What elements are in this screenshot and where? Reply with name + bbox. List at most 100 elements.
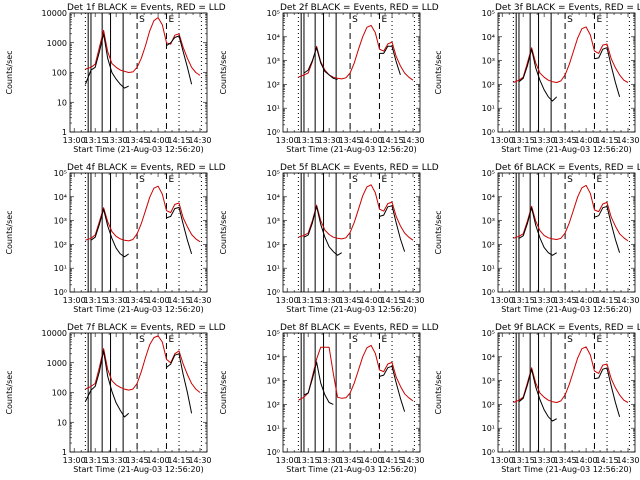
x-axis-label: Start Time (21-Aug-03 12:56:20) xyxy=(501,465,632,474)
y-axis-label: Counts/sec xyxy=(434,210,443,254)
x-tick-label: 13:30 xyxy=(533,296,556,305)
y-axis-label: Counts/sec xyxy=(434,50,443,94)
y-tick-label: 10⁵ xyxy=(482,9,495,18)
x-tick-label: 14:30 xyxy=(401,136,424,145)
x-tick-label: 13:45 xyxy=(126,136,149,145)
saa-start-label: S xyxy=(567,175,573,185)
x-tick-label: 14:00 xyxy=(147,456,170,465)
saa-end-label: E xyxy=(381,15,387,25)
x-tick-label: 14:00 xyxy=(575,456,598,465)
detector-panel-7: Det 7f BLACK = Events, RED = LLD 1 10 100 10… xyxy=(5,323,226,474)
y-tick-label: 10⁴ xyxy=(267,353,280,362)
x-tick-label: 13:15 xyxy=(512,456,535,465)
x-tick-label: 14:15 xyxy=(596,136,619,145)
x-tick-label: 14:30 xyxy=(401,456,424,465)
x-tick-label: 14:15 xyxy=(381,296,404,305)
plot-frame xyxy=(497,172,636,293)
detector-panel-3: Det 3f BLACK = Events, RED = LLD 10⁰ 10¹ 10… xyxy=(434,3,640,154)
y-tick-label: 10⁵ xyxy=(482,329,495,338)
y-tick-label: 10² xyxy=(267,400,280,409)
y-tick-label: 10² xyxy=(482,240,495,249)
x-axis-label: Start Time (21-Aug-03 12:56:20) xyxy=(501,145,632,154)
y-tick-label: 10⁰ xyxy=(54,288,67,297)
x-tick-label: 13:30 xyxy=(533,456,556,465)
saa-start-label: S xyxy=(567,15,573,25)
x-tick-label: 13:00 xyxy=(63,456,86,465)
y-tick-label: 10¹ xyxy=(267,424,280,433)
x-tick-label: 13:45 xyxy=(126,456,149,465)
saa-start-label: S xyxy=(139,335,145,345)
detector-panel-1: Det 1f BLACK = Events, RED = LLD 1 10 100 10… xyxy=(5,3,226,154)
x-axis-label: Start Time (21-Aug-03 12:56:20) xyxy=(286,145,417,154)
plot-frame xyxy=(282,12,421,133)
y-tick-label: 10² xyxy=(267,80,280,89)
x-tick-label: 13:00 xyxy=(491,136,514,145)
y-tick-label: 10⁰ xyxy=(267,448,280,457)
lld-series-line xyxy=(85,185,201,243)
y-tick-label: 10² xyxy=(482,80,495,89)
lld-series-line xyxy=(298,184,414,241)
x-tick-label: 13:00 xyxy=(63,296,86,305)
x-tick-label: 13:30 xyxy=(105,136,128,145)
y-tick-label: 10⁰ xyxy=(482,448,495,457)
y-tick-label: 10¹ xyxy=(54,264,67,273)
y-tick-label: 10⁵ xyxy=(482,169,495,178)
x-tick-label: 13:00 xyxy=(276,296,299,305)
y-tick-label: 10⁰ xyxy=(482,288,495,297)
saa-start-label: S xyxy=(567,335,573,345)
y-tick-label: 10² xyxy=(54,240,67,249)
panel-title: Det 9f BLACK = Events, RED = LLD xyxy=(495,323,640,333)
y-tick-label: 10⁰ xyxy=(267,288,280,297)
saa-end-label: E xyxy=(381,335,387,345)
x-tick-label: 14:00 xyxy=(147,296,170,305)
y-axis-label: Counts/sec xyxy=(219,210,228,254)
x-axis-label: Start Time (21-Aug-03 12:56:20) xyxy=(73,145,204,154)
lld-series-line xyxy=(513,26,629,83)
y-tick-label: 10⁵ xyxy=(267,169,280,178)
lld-series-line xyxy=(513,346,629,403)
y-tick-label: 10¹ xyxy=(482,264,495,273)
x-tick-label: 13:30 xyxy=(318,296,341,305)
saa-end-label: E xyxy=(168,335,174,345)
saa-end-label: E xyxy=(168,175,174,185)
x-tick-label: 13:00 xyxy=(276,136,299,145)
x-axis-label: Start Time (21-Aug-03 12:56:20) xyxy=(501,305,632,314)
plot-frame xyxy=(282,172,421,293)
lld-series-line xyxy=(298,344,414,402)
y-tick-label: 10⁵ xyxy=(267,9,280,18)
x-tick-label: 13:00 xyxy=(491,296,514,305)
y-tick-label: 100 xyxy=(52,389,67,398)
x-tick-label: 13:30 xyxy=(533,136,556,145)
events-series-line xyxy=(518,47,621,102)
y-tick-label: 10⁴ xyxy=(482,33,495,42)
y-tick-label: 10² xyxy=(267,240,280,249)
saa-start-label: S xyxy=(352,15,358,25)
events-series-line xyxy=(303,205,406,256)
detector-panel-4: Det 4f BLACK = Events, RED = LLD 10⁰ 10¹ 10… xyxy=(5,163,226,314)
y-tick-label: 100 xyxy=(52,69,67,78)
x-axis-label: Start Time (21-Aug-03 12:56:20) xyxy=(286,305,417,314)
y-tick-label: 10000 xyxy=(42,329,67,338)
x-tick-label: 14:15 xyxy=(381,456,404,465)
saa-end-label: E xyxy=(168,15,174,25)
plot-frame xyxy=(282,332,421,453)
x-tick-label: 14:30 xyxy=(616,296,639,305)
lld-series-line xyxy=(85,335,201,393)
x-tick-label: 14:15 xyxy=(168,296,191,305)
y-tick-label: 10⁵ xyxy=(267,329,280,338)
y-tick-label: 10⁴ xyxy=(267,193,280,202)
y-tick-label: 10³ xyxy=(482,57,495,66)
detector-panel-5: Det 5f BLACK = Events, RED = LLD 10⁰ 10¹ 10… xyxy=(219,163,439,314)
x-tick-label: 14:00 xyxy=(360,456,383,465)
saa-start-label: S xyxy=(139,15,145,25)
y-tick-label: 10¹ xyxy=(482,104,495,113)
x-tick-label: 14:30 xyxy=(401,296,424,305)
y-tick-label: 10³ xyxy=(267,217,280,226)
x-tick-label: 14:15 xyxy=(596,296,619,305)
panel-title: Det 3f BLACK = Events, RED = LLD xyxy=(495,3,640,13)
x-axis-label: Start Time (21-Aug-03 12:56:20) xyxy=(73,305,204,314)
y-tick-label: 10³ xyxy=(482,217,495,226)
events-series-line xyxy=(84,33,193,89)
y-tick-label: 10000 xyxy=(42,9,67,18)
